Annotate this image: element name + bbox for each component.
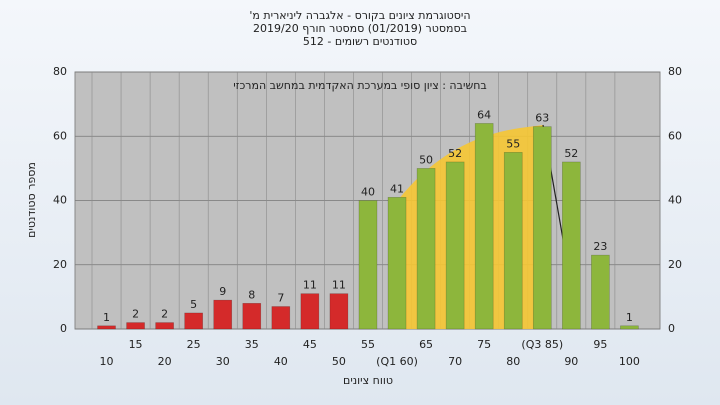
y2-tick-label: 60	[668, 129, 682, 142]
value-label: 1	[103, 311, 110, 324]
bar	[445, 161, 465, 330]
x-axis-label: טווח ציונים	[343, 374, 393, 387]
bar	[300, 293, 320, 330]
x-tick-label: 20	[158, 355, 172, 368]
x-tick-label: 40	[274, 355, 288, 368]
y-tick-label: 0	[60, 322, 67, 335]
bar	[155, 322, 174, 330]
x-tick-label: 95	[593, 338, 607, 351]
chart-subtitle: בסמסטר (01/2019) סמסטר חורף 2019/20	[253, 22, 467, 35]
value-label: 23	[593, 240, 607, 253]
value-label: 55	[506, 137, 520, 150]
bar	[213, 299, 233, 330]
chart-subtitle: סטודנטים רשומים - 512	[303, 35, 417, 48]
value-label: 63	[535, 112, 549, 125]
bar	[358, 200, 378, 330]
x-tick-label: 90	[564, 355, 578, 368]
value-label: 8	[248, 288, 255, 301]
bar	[620, 325, 639, 330]
bar	[387, 196, 407, 330]
bar	[416, 168, 436, 330]
bar	[562, 161, 581, 330]
y-tick-label: 40	[53, 194, 67, 207]
value-label: 11	[303, 279, 317, 292]
y2-tick-label: 80	[668, 65, 682, 78]
chart-title: היסטוגרמת ציונים בקורס - אלגברה ליניארית…	[249, 9, 470, 22]
value-label: 2	[132, 308, 139, 321]
y-tick-label: 80	[53, 65, 67, 78]
x-tick-label: (Q3 85)	[521, 338, 563, 351]
value-label: 5	[190, 298, 197, 311]
y-tick-label: 60	[53, 129, 67, 142]
value-label: 11	[332, 279, 346, 292]
x-tick-label: 30	[216, 355, 230, 368]
x-tick-label: 55	[361, 338, 375, 351]
x-tick-label: 80	[506, 355, 520, 368]
x-tick-label: 50	[332, 355, 346, 368]
x-tick-label: 70	[448, 355, 462, 368]
x-tick-label: 35	[245, 338, 259, 351]
value-label: 52	[564, 147, 578, 160]
value-label: 50	[419, 153, 433, 166]
bar	[97, 325, 116, 330]
bar	[329, 293, 349, 330]
value-label: 7	[277, 292, 284, 305]
bar	[591, 254, 610, 330]
x-tick-label: 25	[187, 338, 201, 351]
x-tick-label: 15	[129, 338, 143, 351]
x-tick-label: (Q1 60)	[376, 355, 418, 368]
y2-tick-label: 0	[668, 322, 675, 335]
bar	[184, 312, 203, 330]
value-label: 64	[477, 108, 491, 121]
bar	[242, 302, 262, 330]
value-label: 2	[161, 308, 168, 321]
x-tick-label: 65	[419, 338, 433, 351]
x-tick-label: 75	[477, 338, 491, 351]
y2-tick-label: 20	[668, 258, 682, 271]
value-label: 9	[219, 285, 226, 298]
annotation: בחשיבה : ציון סופי במערכת האקדמית במחשב …	[233, 79, 487, 92]
bar	[532, 126, 552, 330]
y-tick-label: 20	[53, 258, 67, 271]
value-label: 1	[626, 311, 633, 324]
x-tick-label: 100	[619, 355, 640, 368]
value-label: 52	[448, 147, 462, 160]
value-label: 40	[361, 186, 375, 199]
x-tick-label: 10	[100, 355, 114, 368]
y2-tick-label: 40	[668, 194, 682, 207]
value-label: 41	[390, 182, 404, 195]
bar	[474, 123, 494, 330]
bar	[271, 306, 291, 330]
y-axis-label: מספר סטודנטים	[25, 162, 38, 238]
bar	[503, 152, 523, 330]
bar	[126, 322, 145, 330]
x-tick-label: 45	[303, 338, 317, 351]
